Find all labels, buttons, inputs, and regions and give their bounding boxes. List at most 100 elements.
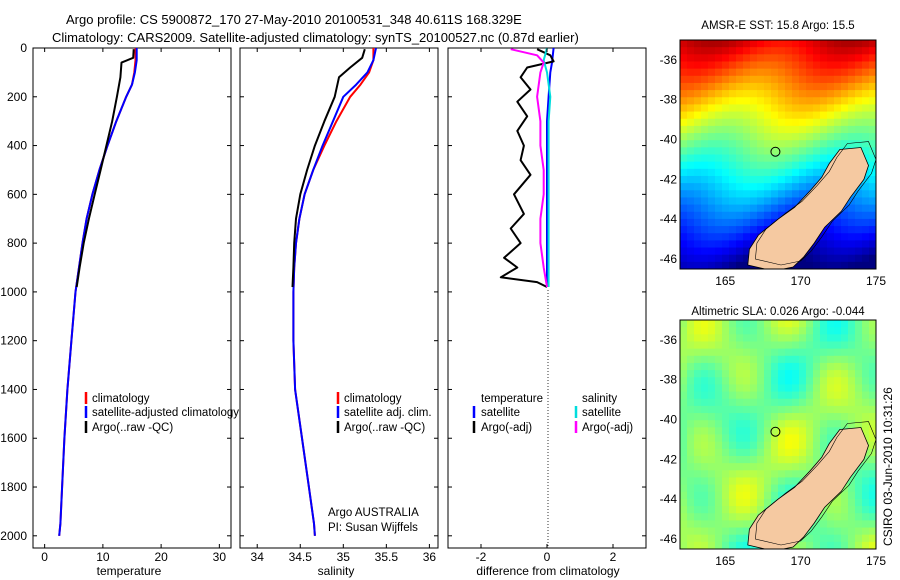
map-cell bbox=[680, 161, 688, 170]
map-cell bbox=[750, 420, 758, 428]
map-cell bbox=[792, 398, 800, 407]
map-cell bbox=[722, 341, 730, 350]
map-cell bbox=[701, 104, 709, 113]
map-cell bbox=[855, 398, 863, 407]
depth-tick-label: 1800 bbox=[0, 480, 27, 494]
map-cell bbox=[820, 233, 828, 241]
map-cell bbox=[743, 355, 751, 364]
map-cell bbox=[764, 118, 772, 127]
map-cell bbox=[820, 348, 828, 357]
map-cell bbox=[792, 427, 800, 436]
map-cell bbox=[757, 175, 765, 184]
map-cell bbox=[855, 97, 863, 106]
map-cell bbox=[743, 520, 751, 529]
map-cell bbox=[806, 47, 814, 55]
map-cell bbox=[841, 104, 849, 113]
map-cell bbox=[869, 261, 876, 269]
map-cell bbox=[764, 455, 772, 464]
map-cell bbox=[848, 362, 856, 371]
map-cell bbox=[841, 534, 849, 543]
map-cell bbox=[750, 218, 758, 227]
map-cell bbox=[764, 491, 772, 500]
map-cell bbox=[736, 355, 744, 364]
map-cell bbox=[708, 484, 716, 493]
map-cell bbox=[701, 147, 709, 156]
map-cell bbox=[750, 398, 758, 407]
map-cell bbox=[757, 477, 765, 486]
map-cell bbox=[757, 427, 765, 436]
map-cell bbox=[778, 82, 786, 91]
map-cell bbox=[687, 111, 695, 120]
map-cell bbox=[869, 420, 876, 428]
map-cell bbox=[855, 254, 863, 263]
map-cell bbox=[841, 348, 849, 357]
map-cell bbox=[701, 520, 709, 529]
map-cell bbox=[736, 463, 744, 471]
map-cell bbox=[736, 391, 744, 400]
map-cell bbox=[799, 384, 807, 393]
map-cell bbox=[792, 355, 800, 364]
map-cell bbox=[757, 97, 765, 106]
map-cell bbox=[757, 498, 765, 507]
map-cell bbox=[750, 97, 758, 106]
map-cell bbox=[764, 111, 772, 120]
map-cell bbox=[687, 147, 695, 156]
map-cell bbox=[708, 183, 716, 191]
map-cell bbox=[687, 413, 695, 421]
map-cell bbox=[869, 520, 876, 529]
map-cell bbox=[708, 327, 716, 335]
map-cell bbox=[771, 413, 779, 421]
map-cell bbox=[687, 405, 695, 414]
map-cell bbox=[841, 233, 849, 241]
map-cell bbox=[827, 434, 835, 443]
map-cell bbox=[764, 133, 772, 141]
map-cell bbox=[785, 133, 793, 141]
map-cell bbox=[701, 348, 709, 357]
map-cell bbox=[855, 111, 863, 120]
map-cell bbox=[743, 125, 751, 134]
map-cell bbox=[722, 334, 730, 343]
map-cell bbox=[736, 133, 744, 141]
map-cell bbox=[827, 391, 835, 400]
map-cell bbox=[694, 420, 702, 428]
map-cell bbox=[778, 90, 786, 98]
map-cell bbox=[764, 484, 772, 493]
map-cell bbox=[743, 377, 751, 386]
map-cell bbox=[708, 470, 716, 479]
sst-map bbox=[680, 40, 876, 269]
map-cell bbox=[722, 233, 730, 241]
map-cell bbox=[743, 427, 751, 436]
map-cell bbox=[722, 355, 730, 364]
map-cell bbox=[862, 183, 870, 191]
map-cell bbox=[687, 168, 695, 177]
map-cell bbox=[855, 463, 863, 471]
map-cell bbox=[701, 405, 709, 414]
map-cell bbox=[834, 47, 842, 55]
map-cell bbox=[813, 111, 821, 120]
map-cell bbox=[750, 140, 758, 148]
map-cell bbox=[722, 111, 730, 120]
map-cell bbox=[764, 398, 772, 407]
map-cell bbox=[743, 175, 751, 184]
map-cell bbox=[729, 506, 737, 514]
map-cell bbox=[701, 527, 709, 536]
argo-position-marker bbox=[770, 426, 781, 437]
map-cell bbox=[715, 240, 723, 249]
map-cell bbox=[806, 161, 814, 170]
map-cell bbox=[855, 218, 863, 227]
map-cell bbox=[834, 341, 842, 350]
map-cell bbox=[855, 140, 863, 148]
map-cell bbox=[778, 147, 786, 156]
map-cell bbox=[792, 320, 800, 328]
map-cell bbox=[869, 506, 876, 514]
map-cell bbox=[855, 413, 863, 421]
map-cell bbox=[687, 190, 695, 199]
map-cell bbox=[750, 355, 758, 364]
map-cell bbox=[785, 470, 793, 479]
map-cell bbox=[855, 197, 863, 206]
map-cell bbox=[869, 247, 876, 256]
map-cell bbox=[729, 384, 737, 393]
map-cell bbox=[687, 82, 695, 91]
map-cell bbox=[743, 534, 751, 543]
map-cell bbox=[708, 334, 716, 343]
